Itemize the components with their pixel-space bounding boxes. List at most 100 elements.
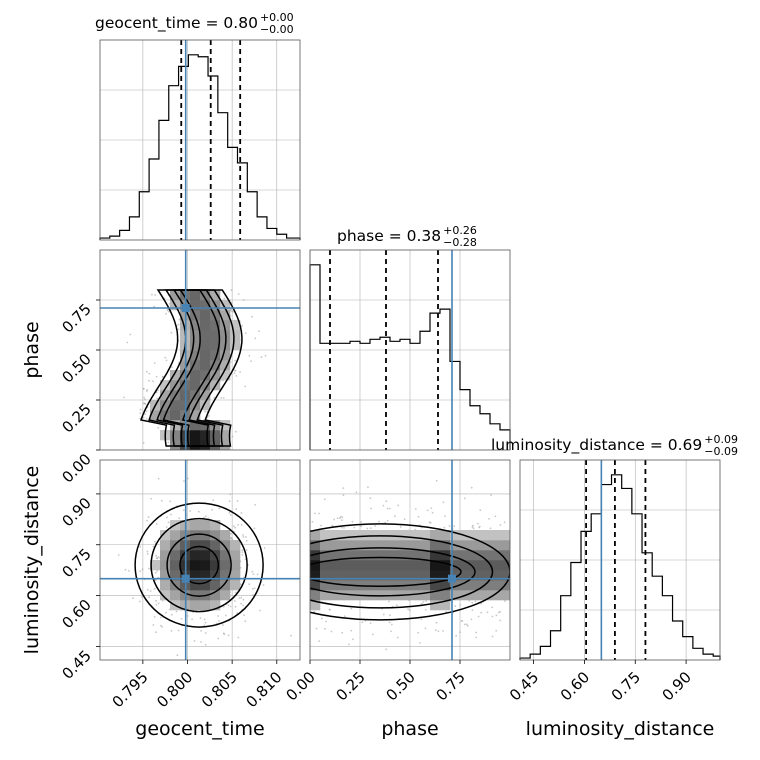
scatter-point [234, 430, 237, 433]
scatter-point [327, 448, 329, 450]
x-tick-label-luminosity_distance: 0.75 [608, 668, 644, 704]
density-cell [320, 550, 331, 561]
density-cell [200, 400, 211, 411]
density-cell [470, 550, 481, 561]
scatter-point [183, 480, 185, 482]
density-cell [490, 550, 501, 561]
scatter-point [244, 620, 247, 623]
scatter-point [146, 553, 149, 555]
density-cell [230, 320, 241, 331]
contour-2 [156, 289, 227, 447]
scatter-point [468, 600, 471, 602]
scatter-point [480, 602, 483, 605]
density-cell [190, 350, 201, 361]
scatter-point [148, 372, 151, 375]
density-cell [330, 530, 341, 541]
x-tick-label-geocent_time: 0.800 [153, 668, 196, 711]
density-cell [210, 370, 221, 381]
scatter-point [342, 487, 345, 489]
density-cell [470, 540, 481, 551]
scatter-point [236, 612, 239, 614]
x-axis-label-phase: phase [381, 718, 438, 740]
scatter-point [503, 521, 506, 524]
density-cell [490, 560, 501, 571]
scatter-point [491, 615, 494, 618]
scatter-point [242, 535, 245, 538]
scatter-point [244, 332, 247, 334]
scatter-point [479, 509, 482, 512]
density-cell [430, 530, 441, 541]
scatter-point [477, 615, 480, 618]
scatter-point [454, 605, 457, 607]
density-cell [340, 560, 351, 571]
scatter-point [123, 396, 125, 399]
scatter-point [314, 512, 316, 515]
scatter-point [435, 621, 438, 624]
density-cell [430, 540, 441, 551]
scatter-point [386, 519, 389, 522]
y-tick-label-phase: 0.25 [58, 400, 94, 436]
scatter-point [245, 549, 248, 551]
scatter-point [389, 614, 391, 617]
scatter-point [146, 588, 149, 591]
scatter-point [138, 600, 141, 603]
scatter-point [353, 526, 356, 529]
density-cell [200, 300, 211, 311]
density-cell [330, 590, 341, 601]
density-cell [210, 440, 221, 450]
density-cell [350, 570, 361, 581]
scatter-point [475, 631, 478, 634]
scatter-point [474, 600, 477, 603]
density-cell [500, 590, 510, 601]
density-cell [310, 600, 321, 611]
scatter-point [241, 324, 244, 327]
density-cell [330, 550, 341, 561]
density-cell [210, 330, 221, 341]
scatter-point [504, 600, 506, 602]
scatter-point [233, 369, 236, 372]
density-cell [420, 550, 431, 561]
density-cell [160, 530, 171, 541]
scatter-point [204, 515, 207, 518]
density-cell [310, 540, 321, 551]
density-cell [400, 550, 411, 561]
density-cell [410, 530, 421, 541]
scatter-point [160, 616, 162, 619]
density-cell [160, 560, 171, 571]
scatter-point [229, 514, 232, 516]
density-cell [390, 560, 401, 571]
density-cell [420, 560, 431, 571]
scatter-point [229, 605, 232, 608]
scatter-point [385, 648, 388, 651]
scatter-point [431, 511, 434, 514]
scatter-point [348, 643, 350, 646]
truth-marker [448, 574, 456, 583]
density-cell [200, 600, 211, 611]
density-cell [340, 550, 351, 561]
density-panel-geocent_time-luminosity_distance [99, 459, 301, 661]
scatter-point [204, 410, 207, 413]
density-cell [450, 550, 461, 561]
density-cell [200, 440, 211, 450]
scatter-point [350, 629, 353, 632]
density-cell [320, 530, 331, 541]
density-cell [490, 580, 501, 591]
scatter-point [370, 507, 372, 510]
scatter-point [237, 293, 240, 295]
title-sup: +0.09 [704, 433, 738, 446]
scatter-point [224, 614, 227, 617]
scatter-point [223, 633, 226, 636]
y-axis-label-luminosity_distance: luminosity_distance [21, 466, 43, 655]
scatter-point [229, 536, 232, 539]
density-cell [200, 560, 211, 571]
density-cell [190, 520, 201, 531]
density-cell [420, 540, 431, 551]
scatter-point [254, 337, 257, 340]
scatter-point [235, 508, 238, 511]
density-cell [490, 590, 501, 601]
density-cell [190, 430, 201, 441]
density-cell [210, 590, 221, 601]
scatter-point [227, 634, 230, 637]
scatter-point [139, 570, 142, 573]
density-cell [160, 400, 171, 411]
